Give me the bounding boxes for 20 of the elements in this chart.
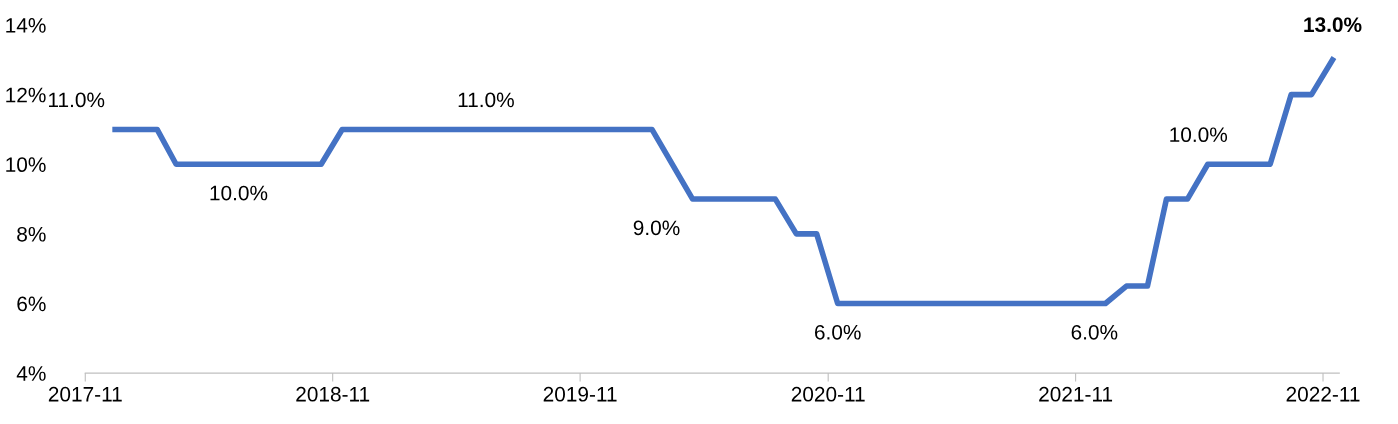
x-tick-label: 2021-11	[1039, 386, 1113, 402]
x-tick-label: 2020-11	[791, 386, 865, 402]
y-tick-label: 12%	[6, 87, 46, 103]
annotation: 6.0%	[815, 324, 861, 340]
x-tick-label: 2018-11	[296, 386, 370, 402]
annotation: 11.0%	[49, 92, 105, 108]
x-tick-label: 2017-11	[48, 386, 122, 402]
y-tick-label: 10%	[6, 157, 46, 173]
annotation: 6.0%	[1071, 324, 1118, 340]
annotation: 11.0%	[458, 92, 514, 108]
x-tick-label: 2022-11	[1286, 386, 1360, 402]
y-tick-label: 4%	[16, 366, 46, 381]
y-tick-label: 14%	[6, 18, 46, 33]
y-tick-label: 6%	[17, 296, 46, 312]
annotation: 13.0%	[1304, 17, 1362, 33]
x-tick-label: 2019-11	[543, 386, 617, 402]
y-tick-label: 8%	[17, 226, 46, 242]
annotation: 9.0%	[633, 220, 680, 236]
annotation: 10.0%	[210, 185, 268, 201]
annotation: 10.0%	[1170, 127, 1228, 143]
